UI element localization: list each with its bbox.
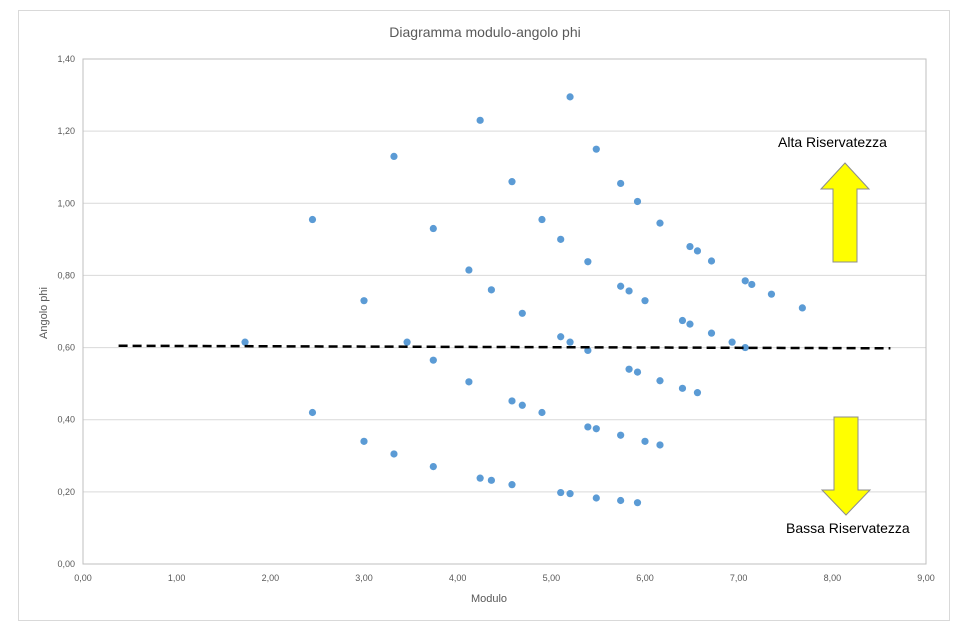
data-point bbox=[617, 431, 625, 439]
data-point bbox=[518, 401, 526, 409]
data-point bbox=[798, 304, 806, 312]
data-point bbox=[592, 425, 600, 433]
data-point bbox=[728, 338, 736, 346]
data-point bbox=[557, 488, 565, 497]
data-point bbox=[617, 179, 625, 188]
trendline bbox=[118, 344, 891, 350]
data-point bbox=[465, 266, 473, 274]
y-tick-label: 1,20 bbox=[57, 126, 75, 136]
arrow-down-icon bbox=[820, 416, 872, 516]
data-point bbox=[476, 474, 484, 482]
data-point bbox=[566, 338, 574, 346]
data-point bbox=[538, 408, 546, 417]
x-tick-label: 6,00 bbox=[636, 573, 654, 583]
x-tick-label: 7,00 bbox=[730, 573, 748, 583]
data-point bbox=[360, 297, 368, 305]
data-point bbox=[767, 290, 776, 298]
data-point bbox=[678, 384, 687, 392]
data-point bbox=[707, 257, 716, 265]
data-point bbox=[656, 441, 664, 449]
data-point bbox=[360, 437, 368, 445]
data-point bbox=[508, 397, 516, 405]
data-point bbox=[592, 494, 600, 502]
plot-area bbox=[82, 58, 927, 565]
data-point bbox=[617, 282, 625, 290]
data-point bbox=[625, 365, 633, 373]
data-point bbox=[641, 297, 649, 305]
y-tick-label: 0,80 bbox=[57, 270, 75, 280]
data-point bbox=[641, 437, 649, 445]
data-point bbox=[518, 309, 526, 317]
data-point bbox=[693, 247, 702, 255]
data-point bbox=[656, 219, 664, 227]
x-tick-label: 4,00 bbox=[449, 573, 467, 583]
data-point bbox=[584, 258, 592, 266]
data-point bbox=[487, 476, 495, 484]
x-tick-label: 3,00 bbox=[355, 573, 373, 583]
data-point bbox=[538, 215, 546, 224]
data-point bbox=[403, 338, 411, 346]
data-point bbox=[707, 329, 716, 337]
data-point bbox=[633, 499, 642, 507]
data-point bbox=[476, 116, 484, 124]
data-points bbox=[241, 93, 806, 507]
data-point bbox=[429, 356, 437, 364]
x-tick-label: 1,00 bbox=[168, 573, 186, 583]
x-tick-label: 9,00 bbox=[917, 573, 935, 583]
data-point bbox=[557, 333, 565, 341]
data-point bbox=[584, 346, 592, 355]
x-axis-ticks: 0,00 1,00 2,00 3,00 4,00 5,00 6,00 7,00 8,00 9,00 bbox=[74, 573, 935, 583]
data-point bbox=[429, 224, 437, 233]
data-point bbox=[308, 408, 317, 417]
scatter-chart: Diagramma modulo-angolo phi 0,00 0,20 0,40… bbox=[38, 24, 935, 605]
data-point bbox=[741, 343, 749, 352]
data-point bbox=[656, 377, 664, 385]
data-point bbox=[686, 320, 694, 328]
arrow-up-icon bbox=[819, 162, 871, 263]
data-point bbox=[508, 481, 516, 489]
annotation-low: Bassa Riservatezza bbox=[786, 520, 910, 536]
data-point bbox=[241, 338, 249, 346]
chart-container: Diagramma modulo-angolo phi 0,00 0,20 0,40… bbox=[18, 10, 950, 621]
data-point bbox=[686, 242, 694, 251]
y-axis-ticks: 0,00 0,20 0,40 0,60 0,80 1,00 1,20 1,40 bbox=[57, 54, 75, 569]
data-point bbox=[741, 277, 749, 285]
data-point bbox=[693, 389, 702, 397]
data-point bbox=[429, 463, 437, 471]
x-tick-label: 5,00 bbox=[543, 573, 561, 583]
data-point bbox=[678, 316, 687, 325]
y-tick-label: 0,20 bbox=[57, 487, 75, 497]
data-point bbox=[487, 286, 495, 294]
data-point bbox=[617, 496, 625, 505]
chart-title: Diagramma modulo-angolo phi bbox=[389, 24, 580, 40]
data-point bbox=[566, 93, 574, 101]
x-tick-label: 0,00 bbox=[74, 573, 92, 583]
data-point bbox=[557, 235, 565, 243]
data-point bbox=[625, 287, 633, 295]
data-point bbox=[633, 197, 642, 206]
x-axis-label: Modulo bbox=[471, 593, 507, 605]
data-point bbox=[508, 178, 516, 186]
gridlines bbox=[83, 58, 926, 565]
data-point bbox=[308, 215, 317, 224]
data-point bbox=[390, 152, 398, 160]
y-tick-label: 1,40 bbox=[57, 54, 75, 64]
data-point bbox=[633, 368, 642, 376]
annotation-high: Alta Riservatezza bbox=[778, 134, 887, 150]
data-point bbox=[584, 423, 592, 431]
y-tick-label: 0,60 bbox=[57, 343, 75, 353]
y-tick-label: 0,40 bbox=[57, 415, 75, 425]
data-point bbox=[748, 280, 756, 289]
y-tick-label: 0,00 bbox=[57, 559, 75, 569]
data-point bbox=[390, 450, 398, 458]
y-tick-label: 1,00 bbox=[57, 198, 75, 208]
x-tick-label: 2,00 bbox=[262, 573, 280, 583]
data-point bbox=[566, 490, 574, 498]
y-axis-label: Angolo phi bbox=[38, 287, 50, 339]
x-tick-label: 8,00 bbox=[824, 573, 842, 583]
data-point bbox=[465, 378, 473, 386]
data-point bbox=[592, 145, 600, 153]
